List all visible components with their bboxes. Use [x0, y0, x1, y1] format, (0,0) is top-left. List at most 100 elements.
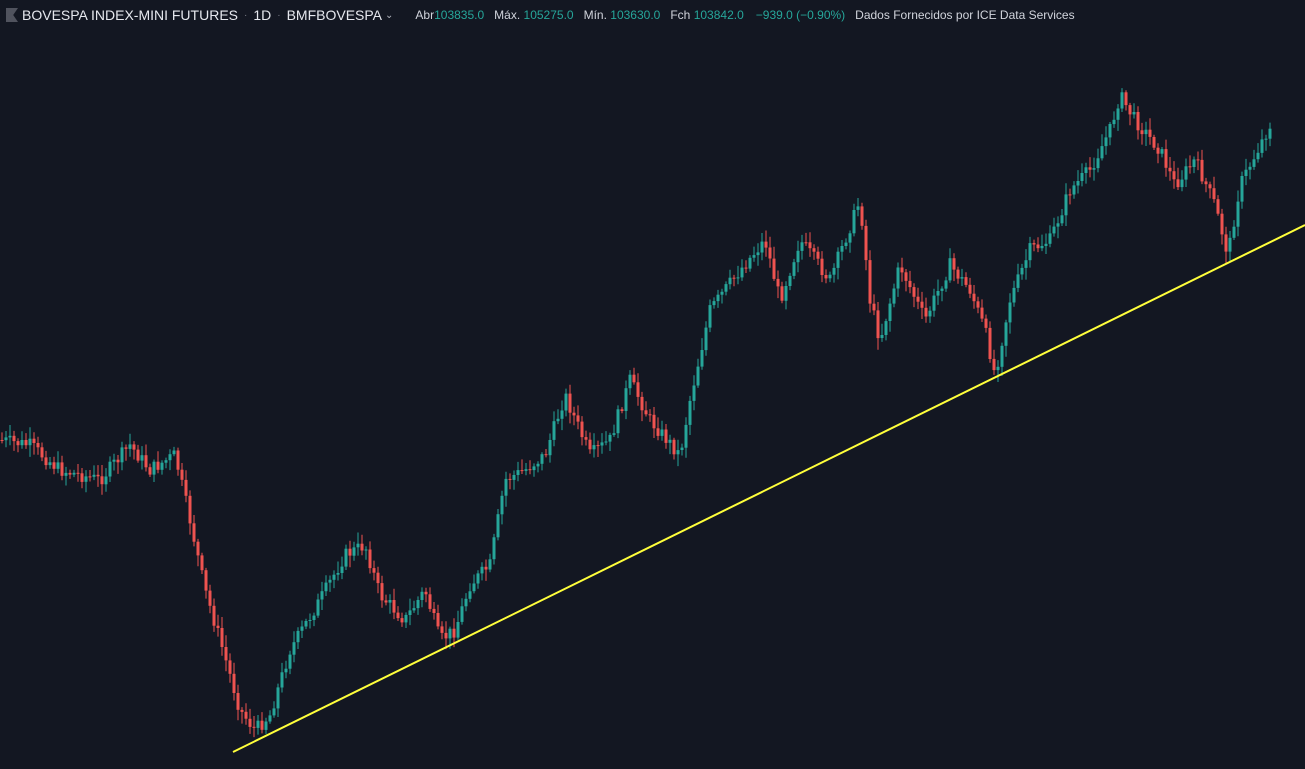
candle-body — [1044, 243, 1048, 246]
candle-body — [364, 549, 368, 551]
candle-body — [1264, 138, 1268, 140]
candle-body — [860, 206, 864, 226]
candle-body — [760, 241, 764, 253]
candle-body — [944, 280, 948, 289]
candle-body — [1164, 149, 1168, 168]
candle-body — [684, 424, 688, 448]
candle-body — [968, 284, 972, 294]
separator-dot: · — [244, 9, 248, 21]
candle-body — [324, 582, 328, 592]
candle-body — [424, 591, 428, 595]
candle-body — [1048, 233, 1052, 244]
candle-body — [824, 275, 828, 279]
candle-body — [180, 469, 184, 480]
candle-body — [580, 421, 584, 438]
candle-body — [228, 660, 232, 674]
candle-body — [1064, 194, 1068, 216]
candle-body — [8, 435, 12, 438]
candle-body — [1004, 322, 1008, 346]
exchange-selector[interactable]: BMFBOVESPA ⌄ — [287, 7, 394, 23]
candle-body — [480, 566, 484, 574]
candle-body — [528, 469, 532, 471]
candle-body — [96, 474, 100, 477]
candle-body — [1080, 173, 1084, 181]
candle-body — [1008, 302, 1012, 323]
candle-body — [504, 478, 508, 496]
candle-body — [64, 472, 68, 476]
candle-body — [880, 335, 884, 338]
candle-body — [4, 437, 8, 441]
candle-body — [680, 447, 684, 450]
candle-body — [608, 434, 612, 442]
candle-body — [80, 473, 84, 482]
candle-body — [804, 242, 808, 244]
interval-label[interactable]: 1D — [253, 7, 272, 23]
candle-body — [420, 591, 424, 600]
candle-body — [624, 388, 628, 411]
candle-body — [336, 573, 340, 575]
candle-body — [216, 625, 220, 628]
candle-body — [144, 455, 148, 468]
candle-body — [452, 628, 456, 638]
candle-body — [720, 291, 724, 295]
candle-body — [640, 396, 644, 411]
candle-body — [1060, 215, 1064, 224]
candle-body — [584, 437, 588, 440]
candle-body — [316, 599, 320, 616]
candle-body — [40, 447, 44, 458]
candle-body — [76, 472, 80, 474]
candle-body — [568, 393, 572, 413]
candle-body — [164, 460, 168, 463]
symbol-name[interactable]: BOVESPA INDEX-MINI FUTURES — [22, 7, 238, 23]
candle-body — [376, 572, 380, 584]
trendline[interactable] — [232, 224, 1305, 753]
candle-body — [764, 241, 768, 248]
candle-body — [16, 441, 20, 446]
candle-body — [616, 409, 620, 434]
candles-layer — [0, 88, 1272, 738]
candle-body — [1112, 119, 1116, 125]
candle-body — [296, 630, 300, 643]
candle-body — [308, 620, 312, 621]
candle-body — [756, 252, 760, 256]
candle-body — [844, 242, 848, 246]
candle-body — [696, 366, 700, 386]
candle-body — [500, 495, 504, 515]
candle-body — [996, 366, 1000, 371]
candle-body — [300, 626, 304, 631]
candle-body — [1084, 167, 1088, 173]
candle-body — [812, 248, 816, 252]
candle-body — [272, 708, 276, 716]
candle-body — [1208, 184, 1212, 189]
candle-body — [700, 350, 704, 367]
candle-body — [408, 610, 412, 615]
candle-body — [556, 418, 560, 422]
candle-body — [620, 409, 624, 411]
candle-body — [1192, 159, 1196, 167]
ohlc-change: −939.0 (−0.90%) — [755, 8, 846, 22]
candle-body — [340, 566, 344, 573]
candle-body — [1024, 260, 1028, 268]
candle-body — [800, 242, 804, 251]
candle-body — [112, 459, 116, 462]
candle-body — [648, 414, 652, 416]
candle-body — [896, 267, 900, 289]
candle-body — [532, 466, 536, 471]
candle-body — [1212, 188, 1216, 200]
candle-body — [292, 642, 296, 655]
candle-body — [1132, 112, 1136, 115]
candle-body — [540, 454, 544, 464]
candle-body — [472, 583, 476, 592]
candle-body — [852, 210, 856, 234]
candle-body — [724, 284, 728, 292]
candle-body — [128, 444, 132, 449]
candle-body — [212, 605, 216, 626]
chevron-down-icon: ⌄ — [385, 10, 394, 21]
candle-body — [572, 412, 576, 416]
candle-body — [220, 628, 224, 647]
candle-body — [444, 632, 448, 639]
candle-body — [1088, 167, 1092, 170]
candle-body — [512, 475, 516, 480]
candle-body — [488, 559, 492, 570]
